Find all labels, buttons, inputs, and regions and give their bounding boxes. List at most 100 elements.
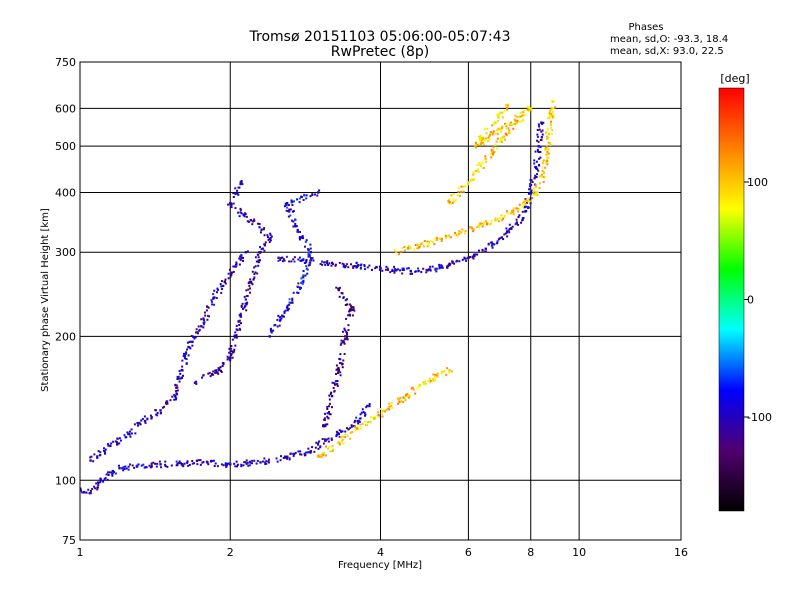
echo-point <box>300 195 303 198</box>
echo-point <box>503 216 506 219</box>
echo-point <box>298 288 301 291</box>
echo-point <box>154 462 157 465</box>
echo-point <box>486 222 489 225</box>
echo-point <box>346 434 349 437</box>
echo-point <box>297 231 300 234</box>
echo-point <box>143 466 146 469</box>
echo-point <box>239 259 242 262</box>
echo-point <box>149 414 152 417</box>
echo-point <box>414 392 417 395</box>
echo-point <box>365 423 368 426</box>
echo-point <box>175 384 178 387</box>
echo-point <box>403 245 406 248</box>
echo-point <box>228 351 231 354</box>
echo-point <box>246 461 249 464</box>
echo-point <box>426 240 429 243</box>
echo-point <box>89 489 92 492</box>
echo-point <box>285 255 288 258</box>
echo-point <box>328 405 331 408</box>
echo-point <box>474 142 477 145</box>
echo-point <box>452 197 455 200</box>
echo-point <box>298 197 301 200</box>
echo-point <box>550 107 553 110</box>
data-point <box>217 368 221 372</box>
echo-point <box>344 303 347 306</box>
echo-point <box>479 163 482 166</box>
echo-point <box>233 336 236 339</box>
echo-point <box>104 448 107 451</box>
echo-point <box>179 377 182 380</box>
echo-point <box>281 260 284 263</box>
echo-point <box>299 453 302 456</box>
echo-point <box>175 460 178 463</box>
echo-point <box>500 138 503 141</box>
echo-point <box>178 370 181 373</box>
echo-point <box>512 122 515 125</box>
echo-point <box>542 175 545 178</box>
echo-point <box>289 208 292 211</box>
echo-point <box>309 261 312 264</box>
echo-point <box>403 397 406 400</box>
y-tick-label: 750 <box>55 56 76 69</box>
echo-point <box>339 343 342 346</box>
echo-point <box>332 263 335 266</box>
echo-point <box>472 228 475 231</box>
data-point <box>524 203 527 206</box>
echo-point <box>334 373 337 376</box>
echo-point <box>89 456 92 459</box>
echo-point <box>397 402 400 405</box>
echo-point <box>347 324 350 327</box>
echo-point <box>195 380 198 383</box>
echo-point <box>476 253 479 256</box>
echo-point <box>497 220 500 223</box>
echo-point <box>338 261 341 264</box>
echo-point <box>230 204 233 207</box>
echo-point <box>471 227 474 230</box>
echo-point <box>342 263 345 266</box>
echo-point <box>519 115 522 118</box>
echo-point <box>481 222 484 225</box>
echo-point <box>260 248 263 251</box>
echo-point <box>185 362 188 365</box>
y-tick-label: 600 <box>55 102 76 115</box>
echo-point <box>496 132 499 135</box>
data-point <box>99 479 102 482</box>
echo-point <box>203 321 206 324</box>
echo-point <box>521 114 524 117</box>
echo-point <box>293 256 296 259</box>
echo-point <box>516 119 519 122</box>
echo-point <box>216 287 219 290</box>
echo-point <box>518 203 521 206</box>
echo-point <box>289 452 292 455</box>
echo-point <box>529 197 532 200</box>
echo-point <box>256 222 259 225</box>
echo-point <box>324 423 327 426</box>
echo-point <box>515 207 518 210</box>
echo-point <box>507 229 510 232</box>
echo-point <box>342 442 345 445</box>
echo-point <box>479 140 482 143</box>
echo-point <box>454 234 457 237</box>
echo-point <box>217 288 220 291</box>
echo-point <box>535 160 538 163</box>
echo-point <box>256 253 259 256</box>
echo-point <box>471 255 474 258</box>
echo-point <box>542 160 545 163</box>
echo-point <box>464 232 467 235</box>
echo-point <box>230 353 233 356</box>
echo-point <box>259 231 262 234</box>
echo-point <box>291 299 294 302</box>
echo-point <box>388 408 391 411</box>
echo-point <box>292 258 295 261</box>
echo-point <box>485 223 488 226</box>
echo-point <box>309 247 312 250</box>
echo-point <box>236 192 239 195</box>
echo-point <box>380 412 383 415</box>
echo-point <box>480 139 483 142</box>
echo-point <box>231 338 234 341</box>
echo-point <box>355 427 358 430</box>
echo-point <box>366 266 369 269</box>
echo-point <box>238 263 241 266</box>
echo-point <box>288 457 291 460</box>
echo-point <box>330 438 333 441</box>
